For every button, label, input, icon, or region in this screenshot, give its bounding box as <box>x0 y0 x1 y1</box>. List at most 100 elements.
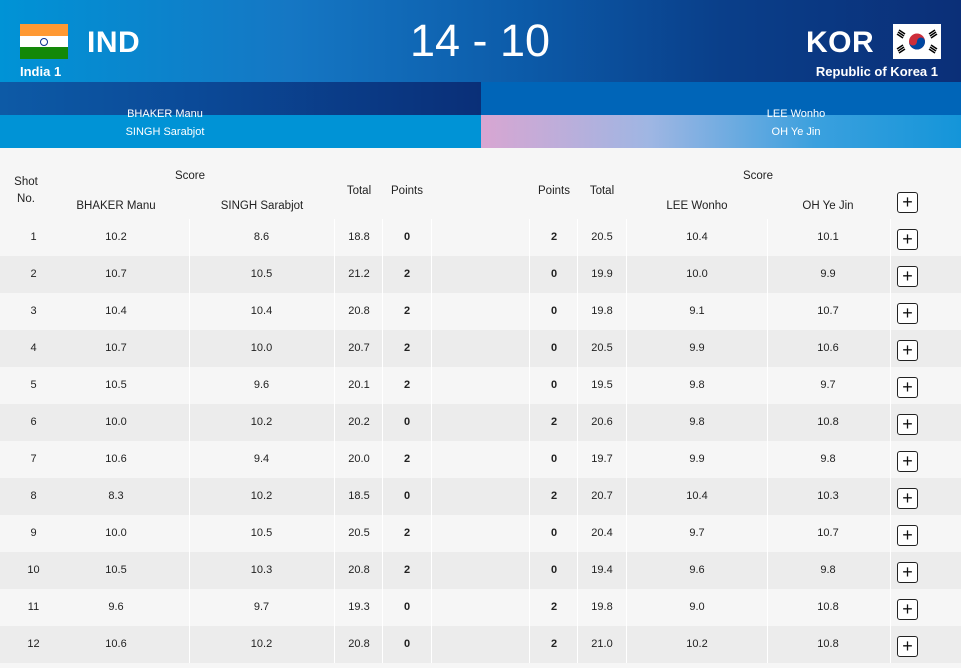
column-divider <box>382 552 383 589</box>
expand-row-button[interactable]: + <box>897 488 918 509</box>
left-player-1: BHAKER Manu <box>127 108 203 120</box>
column-divider <box>189 626 190 663</box>
column-divider <box>334 589 335 626</box>
left-points: 2 <box>403 453 411 465</box>
right-points: 0 <box>550 342 558 354</box>
column-divider <box>382 367 383 404</box>
left-total: 20.0 <box>348 453 370 465</box>
expand-row-button[interactable]: + <box>897 451 918 472</box>
table-row: 10 10.5 10.3 20.8 2 0 19.4 9.6 9.8 + <box>0 552 961 589</box>
expand-row-button[interactable]: + <box>897 599 918 620</box>
expand-row-button[interactable]: + <box>897 229 918 250</box>
column-divider <box>334 441 335 478</box>
column-divider <box>431 589 432 626</box>
right-points: 0 <box>550 268 558 280</box>
table-row: 1 10.2 8.6 18.8 0 2 20.5 10.4 10.1 + <box>0 219 961 256</box>
left-player-2-score: 10.4 <box>250 305 273 317</box>
table-row: 11 9.6 9.7 19.3 0 2 19.8 9.0 10.8 + <box>0 589 961 626</box>
expand-row-button[interactable]: + <box>897 340 918 361</box>
left-player-1-score: 10.0 <box>105 527 127 539</box>
right-total: 19.8 <box>591 601 613 613</box>
left-player-1-score: 8.3 <box>108 490 124 502</box>
right-points: 0 <box>550 379 558 391</box>
expand-row-button[interactable]: + <box>897 525 918 546</box>
column-divider <box>189 367 190 404</box>
column-divider <box>431 219 432 256</box>
right-player-1-score: 10.4 <box>686 490 708 502</box>
column-divider <box>767 330 768 367</box>
right-player-1-score: 10.4 <box>686 231 708 243</box>
left-team-code: IND <box>87 26 141 59</box>
column-divider <box>334 404 335 441</box>
column-divider <box>529 589 530 626</box>
left-total: 20.8 <box>348 564 370 576</box>
left-points: 2 <box>403 268 411 280</box>
header-right-player-1: LEE Wonho <box>666 200 728 212</box>
header-left-total: Total <box>346 185 372 197</box>
left-points: 0 <box>403 416 411 428</box>
india-flag-icon <box>20 24 68 59</box>
column-divider <box>431 293 432 330</box>
column-divider <box>431 330 432 367</box>
left-player-1-score: 9.6 <box>108 601 124 613</box>
column-divider <box>626 441 627 478</box>
column-divider <box>890 293 891 330</box>
table-row: 12 10.6 10.2 20.8 0 2 21.0 10.2 10.8 + <box>0 626 961 663</box>
column-divider <box>334 552 335 589</box>
column-divider <box>431 626 432 663</box>
right-total: 19.9 <box>591 268 613 280</box>
column-divider <box>577 552 578 589</box>
header-left-player-2: SINGH Sarabjot <box>220 200 304 212</box>
expand-all-button[interactable]: + <box>897 192 918 213</box>
left-points: 0 <box>403 231 411 243</box>
right-points: 2 <box>550 490 558 502</box>
right-player-1-score: 10.0 <box>686 268 708 280</box>
expand-row-button[interactable]: + <box>897 636 918 657</box>
left-team-name: India 1 <box>20 64 62 79</box>
shot-number: 10 <box>27 564 40 576</box>
left-total: 21.2 <box>348 268 370 280</box>
column-divider <box>529 441 530 478</box>
right-player-1: LEE Wonho <box>766 108 826 120</box>
shot-number: 7 <box>30 453 37 465</box>
right-total: 19.5 <box>591 379 613 391</box>
table-row: 2 10.7 10.5 21.2 2 0 19.9 10.0 9.9 + <box>0 256 961 293</box>
column-divider <box>382 256 383 293</box>
column-divider <box>626 515 627 552</box>
column-divider <box>529 219 530 256</box>
expand-row-button[interactable]: + <box>897 303 918 324</box>
header-shot: Shot <box>14 176 38 188</box>
right-total: 19.4 <box>591 564 613 576</box>
expand-row-button[interactable]: + <box>897 377 918 398</box>
left-player-2: SINGH Sarabjot <box>125 126 205 138</box>
column-divider <box>577 626 578 663</box>
left-player-1-score: 10.4 <box>105 305 127 317</box>
korea-flag-icon <box>893 24 941 59</box>
column-divider <box>767 441 768 478</box>
header-right-points: Points <box>538 185 570 197</box>
right-total: 19.7 <box>591 453 613 465</box>
shot-number: 5 <box>30 379 37 391</box>
column-divider <box>189 404 190 441</box>
right-player-1-score: 9.9 <box>689 453 705 465</box>
column-divider <box>626 293 627 330</box>
right-total: 20.5 <box>591 342 613 354</box>
column-divider <box>431 515 432 552</box>
left-points: 2 <box>403 527 411 539</box>
right-points: 0 <box>550 527 558 539</box>
column-divider <box>890 515 891 552</box>
right-player-2-score: 10.1 <box>817 231 839 243</box>
table-row: 3 10.4 10.4 20.8 2 0 19.8 9.1 10.7 + <box>0 293 961 330</box>
right-total: 20.4 <box>591 527 613 539</box>
expand-row-button[interactable]: + <box>897 266 918 287</box>
header-right-player-2: OH Ye Jin <box>802 200 854 212</box>
column-divider <box>189 256 190 293</box>
table-row: 8 8.3 10.2 18.5 0 2 20.7 10.4 10.3 + <box>0 478 961 515</box>
expand-row-button[interactable]: + <box>897 414 918 435</box>
expand-row-button[interactable]: + <box>897 562 918 583</box>
left-player-1-score: 10.0 <box>105 416 127 428</box>
column-divider <box>626 404 627 441</box>
column-divider <box>577 293 578 330</box>
column-divider <box>382 589 383 626</box>
left-player-2-score: 9.7 <box>253 601 270 613</box>
